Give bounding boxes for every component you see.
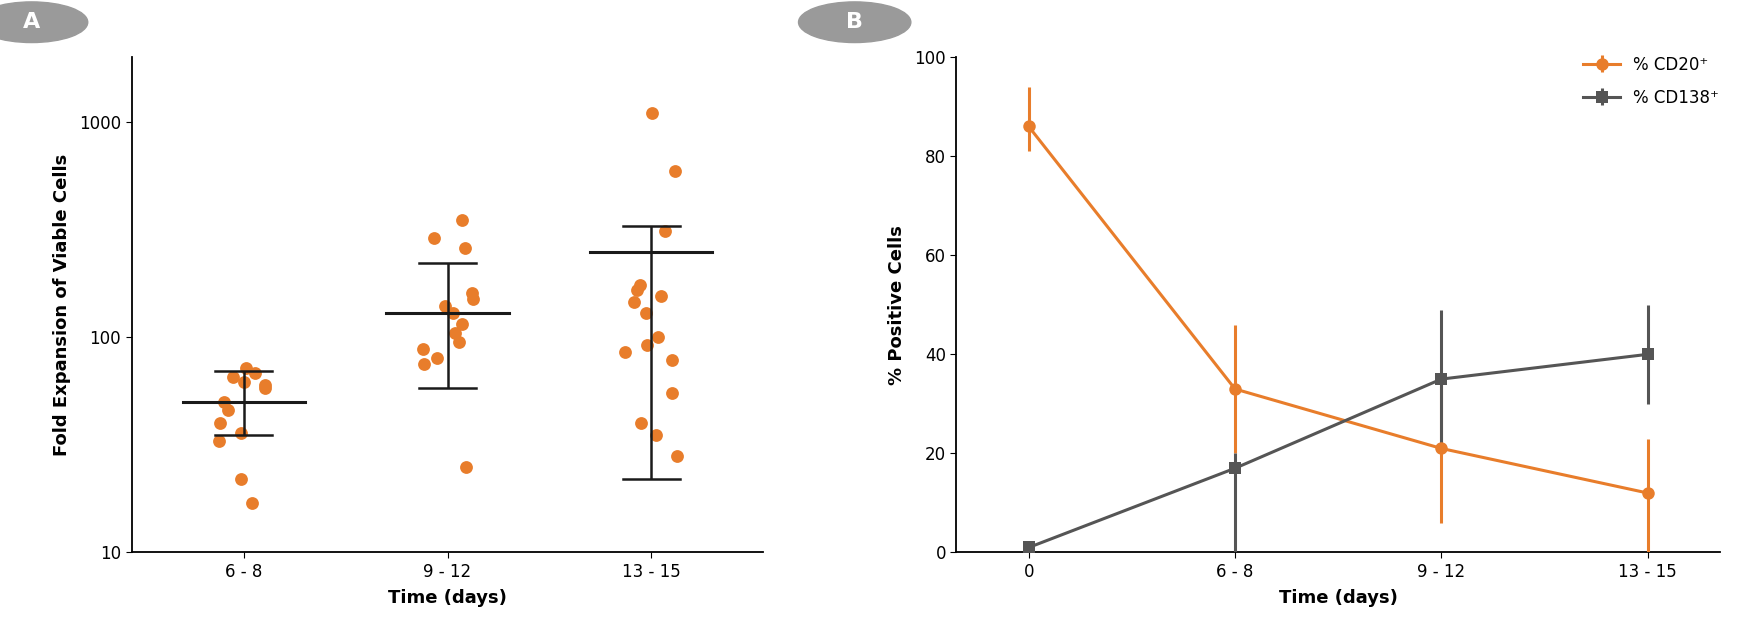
Point	[663, 451, 691, 461]
Legend: % CD20⁺, % CD138⁺: % CD20⁺, % CD138⁺	[1583, 56, 1720, 107]
Point	[411, 359, 439, 369]
Point	[230, 377, 258, 387]
Point	[623, 285, 651, 295]
Point	[251, 383, 279, 393]
Point	[228, 474, 256, 484]
Point	[639, 108, 667, 118]
Point	[409, 344, 437, 354]
Point	[205, 418, 233, 428]
Point	[214, 404, 242, 415]
Point	[458, 288, 486, 298]
Point	[642, 431, 670, 441]
Point	[648, 291, 676, 302]
Point	[419, 232, 448, 243]
Text: A: A	[23, 12, 40, 32]
Point	[658, 388, 686, 398]
Point	[627, 280, 655, 290]
Point	[658, 356, 686, 366]
Point	[439, 307, 467, 318]
Point	[453, 462, 481, 472]
Point	[446, 337, 474, 347]
Point	[441, 328, 469, 338]
X-axis label: Time (days): Time (days)	[388, 589, 507, 607]
Point	[632, 307, 660, 318]
Point	[662, 166, 690, 177]
Point	[432, 300, 460, 311]
Text: B: B	[846, 12, 863, 32]
Point	[651, 226, 679, 236]
Y-axis label: % Positive Cells: % Positive Cells	[888, 225, 906, 385]
Point	[240, 368, 269, 378]
Point	[611, 347, 639, 358]
Point	[237, 498, 265, 508]
Point	[632, 340, 660, 350]
X-axis label: Time (days): Time (days)	[1279, 589, 1397, 607]
Point	[644, 332, 672, 342]
Point	[251, 380, 279, 390]
Point	[448, 215, 476, 225]
Point	[620, 297, 648, 307]
Point	[458, 294, 486, 304]
Point	[226, 427, 254, 438]
Point	[448, 319, 476, 329]
Point	[627, 418, 655, 428]
Point	[451, 243, 479, 253]
Point	[232, 363, 260, 373]
Point	[219, 372, 247, 382]
Y-axis label: Fold Expansion of Viable Cells: Fold Expansion of Viable Cells	[53, 154, 70, 456]
Point	[205, 436, 233, 446]
Point	[211, 397, 239, 407]
Point	[423, 353, 451, 363]
